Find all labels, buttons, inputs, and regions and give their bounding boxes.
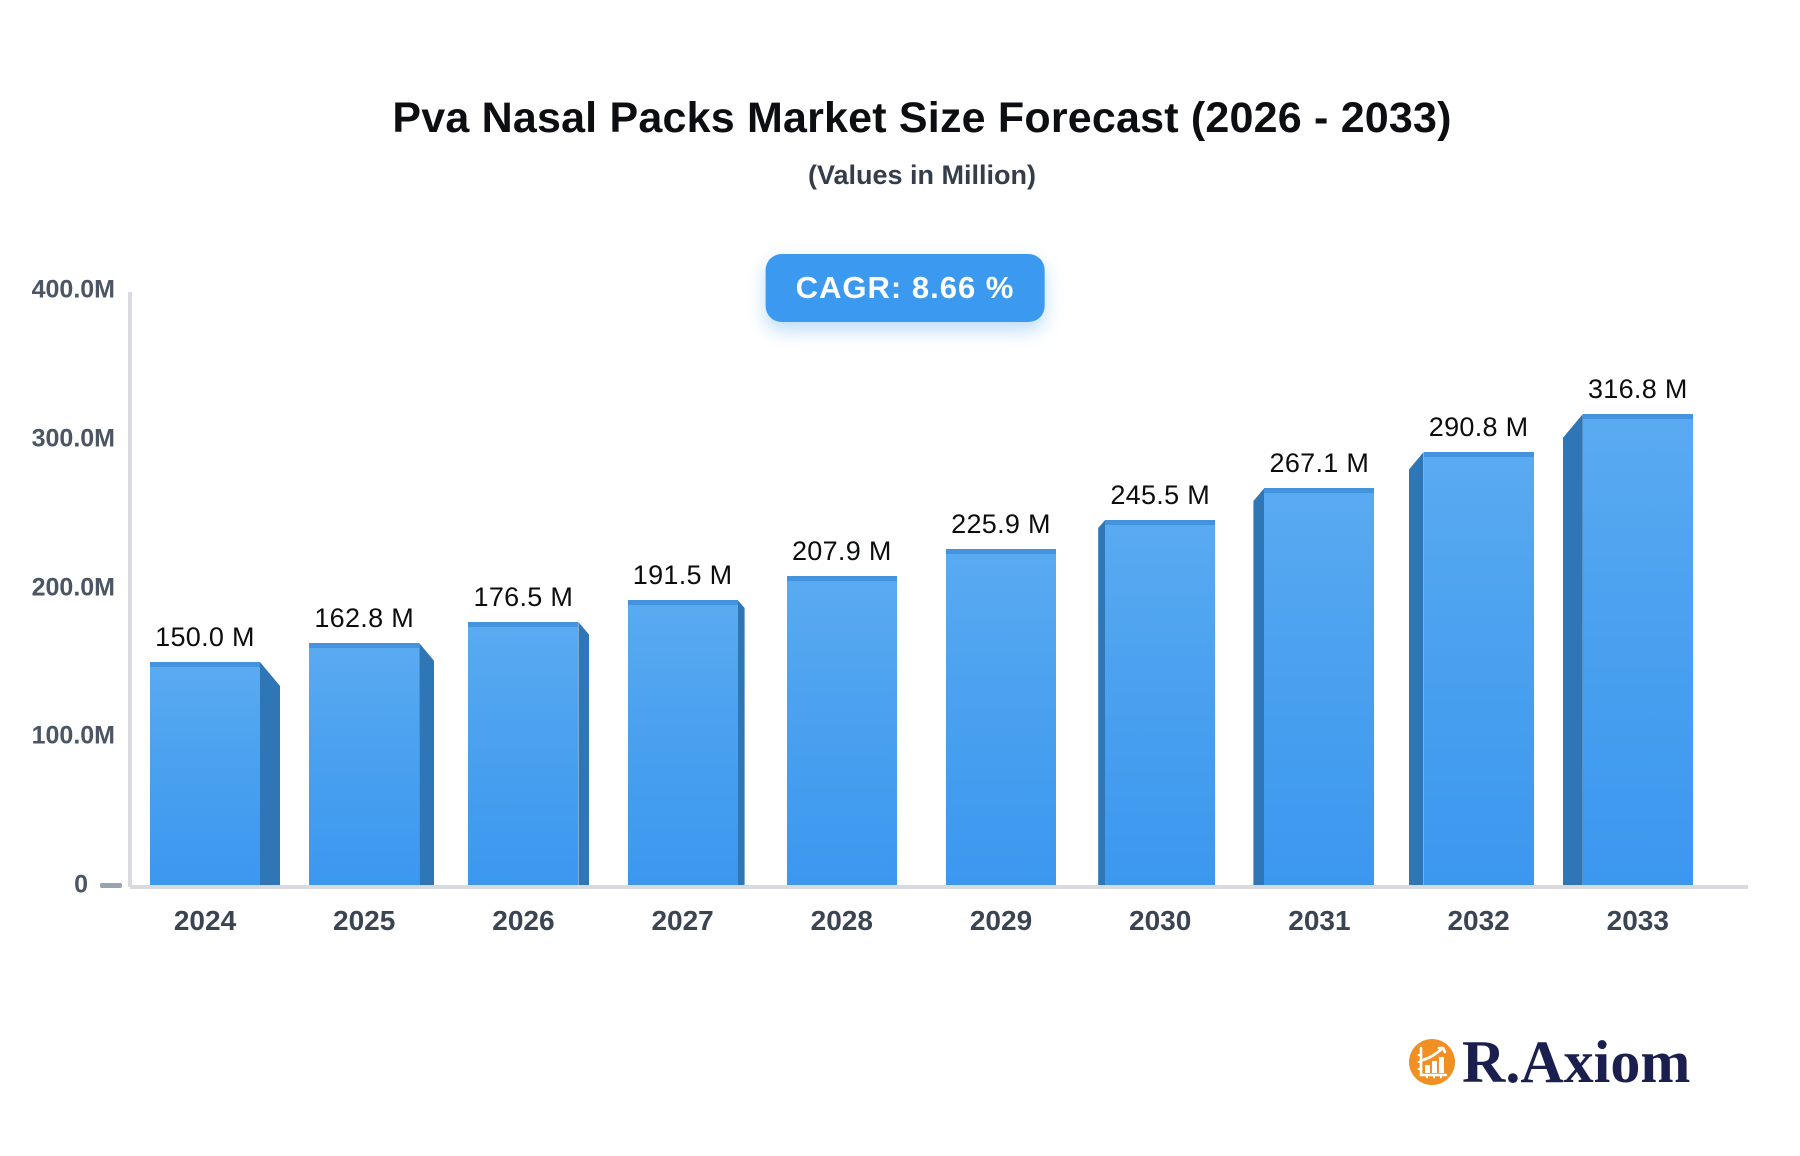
x-axis-year-label: 2024 xyxy=(173,905,237,936)
x-axis-year-label: 2028 xyxy=(810,905,873,936)
brand-name: R.Axiom xyxy=(1462,1029,1691,1095)
y-tick-label: 0 xyxy=(74,870,88,899)
bar-value-label: 245.5 M xyxy=(1110,480,1211,510)
bar-value-label: 267.1 M xyxy=(1269,448,1370,478)
bar-value-label: 176.5 M xyxy=(473,582,574,612)
bar-chart-growth-icon xyxy=(1409,1039,1455,1085)
x-axis-year-label: 2031 xyxy=(1288,905,1351,936)
bar-side-face xyxy=(260,662,280,885)
bar-side-face xyxy=(1562,414,1583,885)
bar xyxy=(1264,488,1375,885)
bar xyxy=(1423,452,1534,885)
chart-title: Pva Nasal Packs Market Size Forecast (20… xyxy=(392,94,1452,142)
x-axis-baseline xyxy=(130,885,1748,889)
y-tick-label: 300.0M xyxy=(31,424,115,453)
bar-value-label: 191.5 M xyxy=(632,560,733,590)
y-axis-line xyxy=(128,292,132,887)
bar xyxy=(1105,520,1216,885)
y-tick-label: 400.0M xyxy=(31,275,115,304)
bar xyxy=(786,576,897,885)
bar xyxy=(150,662,260,885)
bar-value-label: 207.9 M xyxy=(791,536,892,566)
y-tick-label: 200.0M xyxy=(31,573,115,601)
x-axis-year-label: 2025 xyxy=(333,905,396,936)
bar xyxy=(627,600,738,885)
bar-value-label: 290.8 M xyxy=(1428,412,1529,442)
chart-subtitle: (Values in Million) xyxy=(807,160,1037,190)
bar xyxy=(468,622,579,885)
bar-value-label: 150.0 M xyxy=(155,622,255,652)
bar-value-label: 316.8 M xyxy=(1587,374,1688,404)
bar-value-label: 162.8 M xyxy=(314,603,415,633)
bar-side-face xyxy=(1098,520,1106,885)
x-axis-year-label: 2026 xyxy=(492,905,555,936)
bar-side-face xyxy=(1408,452,1424,885)
bar xyxy=(946,549,1056,885)
cagr-badge: CAGR: 8.66 % xyxy=(765,254,1045,322)
brand-logo: R.Axiom xyxy=(1408,1029,1691,1095)
bar-side-face xyxy=(737,600,745,885)
x-axis-year-label: 2029 xyxy=(969,905,1033,936)
bar xyxy=(309,643,420,885)
bar-value-label: 225.9 M xyxy=(951,509,1051,539)
bar-side-face xyxy=(578,622,590,885)
bar-side-face xyxy=(1253,488,1265,885)
x-axis-year-label: 2030 xyxy=(1129,905,1192,936)
x-axis-year-label: 2032 xyxy=(1447,905,1510,936)
bar xyxy=(1582,414,1693,885)
bar-side-face xyxy=(419,643,435,885)
zero-tick-dash-icon xyxy=(100,883,122,888)
y-tick-label: 100.0M xyxy=(31,721,115,750)
x-axis-year-label: 2027 xyxy=(651,905,714,936)
x-axis-year-label: 2033 xyxy=(1606,905,1669,936)
